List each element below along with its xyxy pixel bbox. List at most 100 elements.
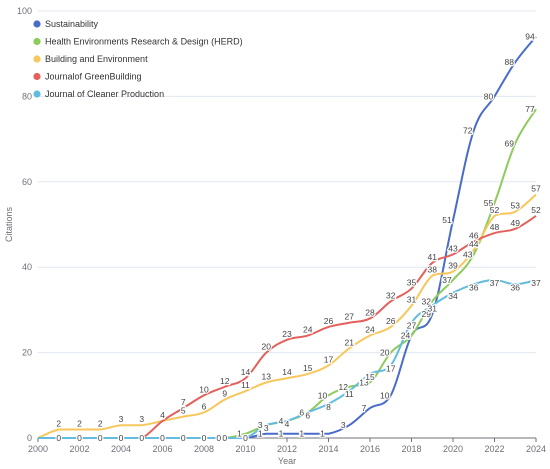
data-label: 1 [279, 429, 284, 439]
data-label: 29 [422, 309, 432, 319]
data-label: 24 [303, 325, 313, 335]
data-label: 69 [505, 138, 515, 148]
data-label: 26 [324, 316, 334, 326]
data-label: 24 [365, 325, 375, 335]
data-label: 72 [463, 126, 473, 136]
data-label: 49 [511, 218, 521, 228]
data-label: 0 [202, 433, 207, 443]
data-label: 35 [407, 278, 417, 288]
data-label: 80 [484, 91, 494, 101]
data-label: 31 [428, 304, 438, 314]
data-label: 94 [525, 32, 535, 42]
y-axis-title: Citations [4, 206, 14, 242]
data-label: 36 [469, 282, 479, 292]
data-label: 9 [222, 389, 227, 399]
data-label: 7 [362, 403, 367, 413]
data-label: 39 [448, 260, 458, 270]
series-line-journal-of-cleaner-production [37, 279, 537, 439]
data-label: 3 [139, 414, 144, 424]
data-label: 37 [442, 275, 452, 285]
x-tick-label: 2002 [69, 444, 89, 454]
data-label: 31 [407, 295, 417, 305]
data-label: 4 [160, 410, 165, 420]
y-tick-label: 40 [22, 262, 32, 272]
data-label: 24 [401, 331, 411, 341]
x-tick-label: 2004 [111, 444, 131, 454]
data-label: 0 [181, 433, 186, 443]
data-label: 44 [469, 239, 479, 249]
data-label: 15 [303, 363, 313, 373]
data-label: 37 [531, 278, 541, 288]
y-tick-label: 20 [22, 348, 32, 358]
data-label: 28 [365, 307, 375, 317]
data-label: 11 [345, 389, 354, 399]
x-axis-title: Year [278, 456, 296, 466]
y-tick-label: 60 [22, 177, 32, 187]
data-label: 2 [56, 418, 61, 428]
data-label: 21 [345, 337, 355, 347]
data-label: 53 [511, 201, 521, 211]
legend-item-building-and-environment[interactable]: Building and Environment [33, 54, 148, 64]
data-label: 4 [160, 410, 165, 420]
data-label: 51 [442, 215, 452, 225]
data-label: 57 [531, 184, 541, 194]
legend-label: Sustainability [45, 19, 99, 29]
data-label: 10 [318, 390, 328, 400]
series-line-journalof-greenbuilding [37, 215, 537, 439]
data-label: 0 [139, 433, 144, 443]
data-label: 1 [320, 429, 325, 439]
series-lines [37, 35, 537, 439]
legend-marker-icon [33, 20, 41, 28]
data-label: 12 [220, 376, 230, 386]
data-label: 0 [77, 433, 82, 443]
data-label: 1 [258, 429, 263, 439]
data-label: 0 [216, 433, 221, 443]
data-label: 38 [428, 265, 438, 275]
data-label: 3 [341, 420, 346, 430]
y-tick-label: 0 [27, 433, 32, 443]
data-label: 20 [262, 342, 272, 352]
data-label: 1 [299, 429, 304, 439]
data-label: 27 [407, 321, 417, 331]
legend-label: Journalof GreenBuilding [45, 72, 142, 82]
legend-item-sustainability[interactable]: Sustainability [33, 19, 99, 29]
data-label: 88 [505, 57, 515, 67]
x-tick-label: 2010 [235, 444, 255, 454]
data-label: 13 [359, 377, 369, 387]
data-label: 10 [380, 390, 390, 400]
legend-label: Building and Environment [45, 54, 148, 64]
data-label: 23 [282, 329, 292, 339]
data-label: 8 [326, 402, 331, 412]
data-label: 24 [401, 331, 411, 341]
data-label: 46 [469, 231, 479, 241]
data-label: 5 [181, 406, 186, 416]
legend-label: Journal of Cleaner Production [45, 89, 164, 99]
data-label: 12 [339, 382, 349, 392]
x-tick-label: 2000 [28, 444, 48, 454]
data-label: 4 [285, 419, 290, 429]
legend-item-journalof-greenbuilding[interactable]: Journalof GreenBuilding [33, 72, 142, 82]
data-label: 0 [56, 433, 61, 443]
data-label: 32 [422, 296, 432, 306]
data-label: 3 [119, 414, 124, 424]
data-label: 43 [463, 249, 473, 259]
data-label: 52 [490, 205, 500, 215]
legend-item-health-environments-research-design-herd[interactable]: Health Environments Research & Design (H… [33, 37, 243, 47]
data-label: 20 [380, 348, 390, 358]
y-axis-ticks: 0 20 40 60 80 100 [17, 6, 32, 443]
x-tick-label: 2014 [318, 444, 338, 454]
data-label: 41 [428, 252, 438, 262]
data-label: 0 [119, 433, 124, 443]
data-label: 13 [262, 371, 272, 381]
legend-marker-icon [33, 90, 41, 98]
data-label: 0 [243, 433, 248, 443]
data-label: 48 [490, 222, 500, 232]
data-label: 34 [448, 291, 458, 301]
legend[interactable]: Sustainability Health Environments Resear… [33, 19, 243, 99]
data-label: 14 [241, 367, 251, 377]
data-label: 37 [490, 278, 500, 288]
data-label: 14 [282, 367, 292, 377]
grid-lines [38, 10, 536, 354]
legend-item-journal-of-cleaner-production[interactable]: Journal of Cleaner Production [33, 89, 164, 99]
